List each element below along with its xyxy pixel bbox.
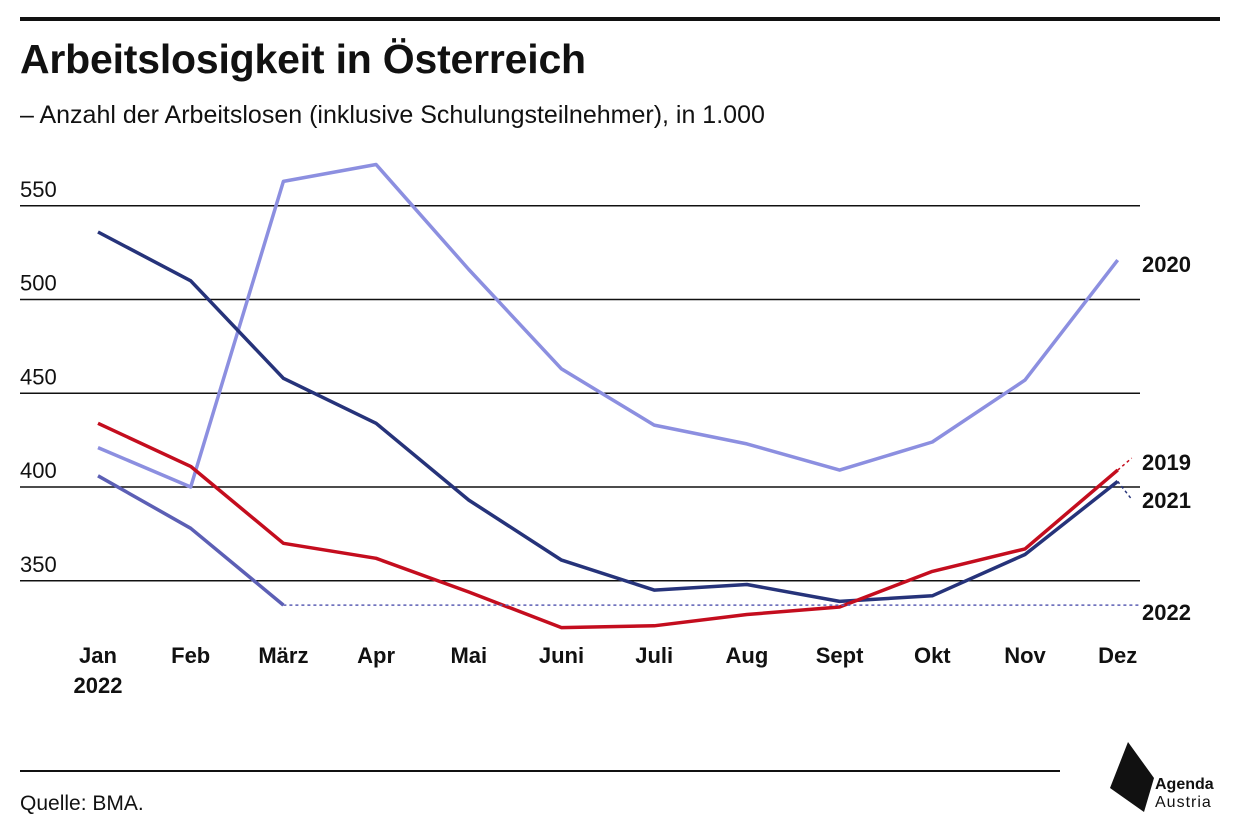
series-connector-2019 (1117, 457, 1133, 471)
series-line-2022 (97, 474, 285, 607)
series-lines (97, 162, 1140, 630)
series-connector-2021 (1117, 480, 1133, 500)
series-line-2019 (97, 421, 1119, 630)
y-axis-ticks: 350 400 450 500 550 (20, 177, 57, 577)
x-tick-label: Okt (914, 643, 951, 668)
x-tick-label: März (258, 643, 308, 668)
logo-line1: Agenda (1155, 776, 1214, 793)
series-labels: 2020 2021 2019 2022 (1142, 252, 1191, 625)
series-label-2020: 2020 (1142, 252, 1191, 277)
x-tick-label: Mai (450, 643, 487, 668)
x-tick-label: Dez (1098, 643, 1137, 668)
x-tick-sublabel: 2022 (74, 673, 123, 698)
top-rule (20, 17, 1220, 21)
y-tick-label: 350 (20, 552, 57, 577)
series-label-2022: 2022 (1142, 600, 1191, 625)
x-tick-label: Sept (816, 643, 864, 668)
gridlines (20, 205, 1140, 582)
x-tick-label: Juni (539, 643, 584, 668)
chart-subtitle: – Anzahl der Arbeitslosen (inklusive Sch… (20, 101, 765, 129)
x-tick-label: Juli (635, 643, 673, 668)
y-tick-label: 550 (20, 177, 57, 202)
logo-line2: Austria (1155, 794, 1212, 811)
x-axis-ticks: Jan Feb März Apr Mai Juni Juli Aug Sept Okt Nov Dez… (74, 643, 1138, 698)
x-tick-label: Jan (79, 643, 117, 668)
source-note: Quelle: BMA. (20, 792, 144, 815)
y-tick-label: 450 (20, 364, 57, 389)
x-tick-label: Feb (171, 643, 210, 668)
x-tick-label: Aug (726, 643, 769, 668)
series-label-2019: 2019 (1142, 450, 1191, 475)
y-tick-label: 500 (20, 271, 57, 296)
series-line-2020 (97, 162, 1120, 489)
bottom-rule (20, 770, 1060, 772)
x-tick-label: Nov (1004, 643, 1046, 668)
series-label-2021: 2021 (1142, 488, 1191, 513)
logo-text: Agenda Austria (1155, 776, 1214, 812)
chart-title: Arbeitslosigkeit in Österreich (20, 36, 586, 82)
agenda-austria-logo-icon (1110, 742, 1154, 812)
x-tick-label: Apr (357, 643, 395, 668)
series-line-2021 (97, 230, 1119, 604)
y-tick-label: 400 (20, 458, 57, 483)
